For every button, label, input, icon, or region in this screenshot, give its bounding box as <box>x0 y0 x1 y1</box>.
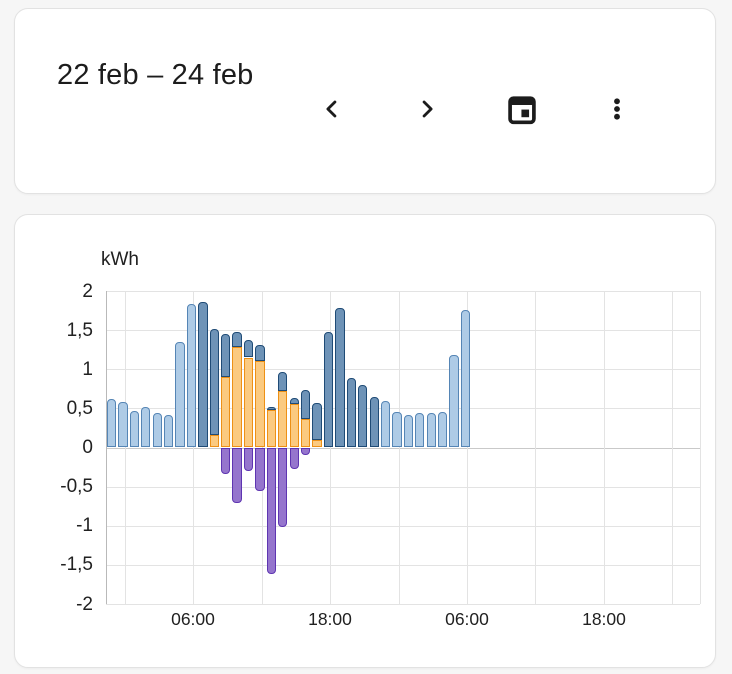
return-to-grid-bar[interactable] <box>300 447 311 455</box>
consumption-bar-light[interactable] <box>460 309 471 448</box>
energy-usage-chart-card: kWh 2 1,5 1 0,5 0 -0,5 -1 -1,5 -2 06:00 18:00 06:00… <box>14 214 716 668</box>
x-gridline <box>193 291 194 604</box>
chart-unit-label: kWh <box>101 249 139 270</box>
consumption-bar-light[interactable] <box>415 413 425 448</box>
chevron-right-icon <box>414 96 440 122</box>
consumption-bar-light[interactable] <box>403 415 414 448</box>
x-axis-tick-label: 06:00 <box>171 609 215 629</box>
solar-bar-segment[interactable] <box>312 439 322 448</box>
previous-period-button[interactable] <box>308 85 356 133</box>
consumption-bar-light[interactable] <box>449 355 459 448</box>
consumption-bar-dark[interactable] <box>243 339 254 358</box>
y-gridline <box>106 369 700 371</box>
y-axis-tick-label: 2 <box>82 280 93 302</box>
x-axis-tick-label: 18:00 <box>582 609 626 629</box>
overflow-menu-button[interactable] <box>593 85 641 133</box>
consumption-bar-dark[interactable] <box>232 331 242 348</box>
date-range-title: 22 feb – 24 feb <box>57 59 254 91</box>
consumption-bar-light[interactable] <box>129 410 139 448</box>
solar-bar-segment[interactable] <box>221 377 231 448</box>
consumption-bar-dark[interactable] <box>300 389 311 420</box>
energy-usage-chart: kWh 2 1,5 1 0,5 0 -0,5 -1 -1,5 -2 06:00 18:00 06:00… <box>15 215 717 669</box>
date-range-card: 22 feb – 24 feb <box>14 8 716 194</box>
return-to-grid-bar[interactable] <box>278 447 288 528</box>
y-axis-tick-label: -0,5 <box>60 476 93 498</box>
chevron-left-icon <box>319 96 345 122</box>
solar-bar-segment[interactable] <box>278 391 288 448</box>
calendar-button[interactable] <box>498 85 546 133</box>
x-axis-tick-label: 18:00 <box>308 609 352 629</box>
consumption-bar-dark[interactable] <box>198 301 208 448</box>
x-gridline <box>672 291 673 604</box>
return-to-grid-bar[interactable] <box>289 447 299 470</box>
consumption-bar-dark[interactable] <box>323 331 334 448</box>
return-to-grid-bar[interactable] <box>243 447 254 471</box>
consumption-bar-dark[interactable] <box>255 344 265 362</box>
y-gridline <box>106 525 700 527</box>
consumption-bar-light[interactable] <box>152 413 162 448</box>
solar-bar-segment[interactable] <box>232 347 242 448</box>
kebab-menu-icon <box>603 95 631 123</box>
y-gridline <box>106 408 700 410</box>
consumption-bar-dark[interactable] <box>209 328 219 435</box>
solar-bar-segment[interactable] <box>209 434 219 448</box>
return-to-grid-bar[interactable] <box>266 447 277 575</box>
x-gridline <box>604 291 605 604</box>
consumption-bar-dark[interactable] <box>335 308 345 448</box>
solar-bar-segment[interactable] <box>289 404 299 448</box>
y-gridline <box>106 291 700 292</box>
y-axis-line <box>106 291 107 604</box>
consumption-bar-light[interactable] <box>141 406 151 448</box>
consumption-bar-dark[interactable] <box>266 406 277 410</box>
consumption-bar-light[interactable] <box>392 411 402 448</box>
consumption-bar-light[interactable] <box>186 304 197 448</box>
consumption-bar-dark[interactable] <box>278 372 288 392</box>
y-axis-tick-label: -2 <box>76 593 93 615</box>
consumption-bar-light[interactable] <box>163 414 174 448</box>
y-axis-tick-label: 0,5 <box>66 397 93 419</box>
consumption-bar-light[interactable] <box>426 413 436 448</box>
x-gridline <box>467 291 468 604</box>
y-axis-tick-label: 1,5 <box>66 319 93 341</box>
solar-bar-segment[interactable] <box>243 357 254 448</box>
y-gridline <box>106 330 700 332</box>
consumption-bar-dark[interactable] <box>346 377 356 448</box>
solar-bar-segment[interactable] <box>300 419 311 448</box>
return-to-grid-bar[interactable] <box>232 447 242 504</box>
x-gridline <box>399 291 400 604</box>
header-actions <box>15 9 715 193</box>
x-gridline <box>535 291 536 604</box>
y-gridline <box>106 486 700 488</box>
x-axis-tick-label: 06:00 <box>445 609 489 629</box>
y-axis-tick-label: -1,5 <box>60 554 93 576</box>
consumption-bar-dark[interactable] <box>369 396 379 448</box>
calendar-icon <box>505 92 539 126</box>
consumption-bar-light[interactable] <box>106 398 117 448</box>
y-axis-tick-label: 1 <box>82 358 93 380</box>
consumption-bar-dark[interactable] <box>289 398 299 405</box>
solar-bar-segment[interactable] <box>266 409 277 448</box>
x-gridline <box>700 291 701 604</box>
y-axis-tick-label: 0 <box>82 437 93 458</box>
consumption-bar-dark[interactable] <box>312 402 322 440</box>
consumption-bar-dark[interactable] <box>358 384 368 448</box>
consumption-bar-light[interactable] <box>175 341 185 448</box>
y-gridline <box>106 447 700 449</box>
y-gridline <box>106 604 700 605</box>
y-gridline <box>106 564 700 566</box>
y-axis-tick-label: -1 <box>76 515 93 537</box>
solar-bar-segment[interactable] <box>255 361 265 448</box>
return-to-grid-bar[interactable] <box>221 447 231 475</box>
consumption-bar-light[interactable] <box>380 400 391 448</box>
return-to-grid-bar[interactable] <box>255 447 265 492</box>
consumption-bar-light[interactable] <box>438 411 448 448</box>
consumption-bar-dark[interactable] <box>221 334 231 378</box>
next-period-button[interactable] <box>403 85 451 133</box>
x-gridline <box>125 291 126 604</box>
consumption-bar-light[interactable] <box>118 402 128 448</box>
x-gridline <box>330 291 331 604</box>
